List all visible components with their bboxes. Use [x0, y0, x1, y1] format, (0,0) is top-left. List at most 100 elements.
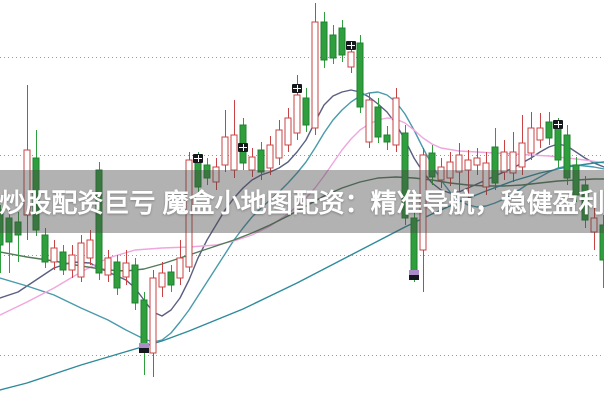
- signal-marker-black: [238, 143, 248, 152]
- candle-down: [572, 157, 580, 202]
- candle-body: [347, 51, 355, 68]
- candle-body: [131, 264, 139, 304]
- candle-up: [500, 140, 508, 180]
- candle-body: [68, 254, 76, 271]
- candle-down: [581, 176, 589, 228]
- candle-body: [0, 209, 4, 246]
- caption-banner-text: 炒股配资巨亏 魔盒小地图配资：精准导航，稳健盈利: [0, 188, 604, 218]
- candle-body: [482, 162, 490, 188]
- candle-up: [230, 100, 238, 178]
- candle-up: [275, 120, 283, 165]
- candle-down: [14, 212, 22, 262]
- candle-up: [104, 250, 112, 282]
- candle-body: [473, 157, 481, 166]
- signal-marker-black: [553, 120, 563, 129]
- signal-marker-black: [346, 41, 356, 50]
- candle-up: [509, 132, 517, 182]
- candle-body: [419, 154, 427, 251]
- candle-down: [563, 125, 571, 185]
- candle-down: [5, 210, 13, 273]
- candle-up: [527, 112, 535, 160]
- candle-down: [338, 20, 346, 62]
- candle-down: [140, 292, 148, 375]
- candle-body: [338, 27, 346, 56]
- candle-body: [77, 242, 85, 278]
- candle-up: [77, 235, 85, 282]
- candle-body: [383, 134, 391, 143]
- candle-body: [590, 217, 598, 233]
- candle-down: [95, 162, 103, 280]
- candle-body: [446, 161, 454, 179]
- candle-body: [365, 99, 373, 143]
- candle-body: [122, 262, 130, 278]
- candle-body: [329, 34, 337, 59]
- ma-long-line: [0, 161, 604, 391]
- candle-body: [491, 146, 499, 184]
- candle-body: [257, 149, 265, 173]
- candle-body: [104, 257, 112, 276]
- signal-markers-layer: [139, 41, 563, 353]
- candle-down: [203, 158, 211, 185]
- candle-up: [158, 262, 166, 297]
- marker-box: [409, 270, 419, 275]
- candle-up: [590, 208, 598, 250]
- candle-body: [356, 42, 364, 108]
- candle-body: [599, 224, 604, 261]
- candle-down: [302, 88, 310, 132]
- candle-body: [23, 149, 31, 216]
- candle-body: [14, 221, 22, 236]
- signal-marker-purple: [409, 270, 419, 280]
- candle-body: [581, 184, 589, 221]
- candle-body: [302, 97, 310, 126]
- candle-body: [167, 271, 175, 286]
- ma-teal-line: [0, 91, 604, 343]
- candle-body: [95, 169, 103, 274]
- candle-up: [23, 85, 31, 240]
- candle-body: [545, 121, 553, 139]
- candle-body: [203, 164, 211, 179]
- candle-up: [149, 270, 157, 377]
- candle-up: [536, 113, 544, 148]
- candle-up: [455, 143, 463, 200]
- candle-body: [527, 127, 535, 154]
- candle-body: [149, 277, 157, 354]
- candle-up: [437, 158, 445, 188]
- candle-down: [491, 128, 499, 190]
- candle-down: [428, 145, 436, 185]
- candle-down: [59, 245, 67, 275]
- candle-up: [221, 110, 229, 172]
- candle-body: [212, 166, 220, 183]
- candle-down: [545, 112, 553, 145]
- candle-body: [293, 94, 301, 134]
- candle-up: [518, 115, 526, 175]
- marker-box: [139, 343, 149, 348]
- signal-marker-black: [292, 84, 302, 93]
- candle-body: [221, 136, 229, 166]
- candle-body: [158, 272, 166, 288]
- candle-body: [455, 154, 463, 173]
- candle-down: [356, 35, 364, 113]
- candle-up: [185, 152, 193, 272]
- candle-body: [392, 97, 400, 146]
- marker-box: [139, 348, 149, 353]
- candle-body: [50, 247, 58, 263]
- candle-up: [473, 148, 481, 175]
- candle-body: [176, 257, 184, 279]
- candle-body: [248, 156, 256, 171]
- candle-down: [329, 25, 337, 64]
- candle-up: [86, 230, 94, 265]
- signal-marker-purple: [139, 343, 149, 353]
- candle-down: [131, 258, 139, 310]
- candle-up: [284, 108, 292, 152]
- candle-up: [68, 245, 76, 278]
- candle-down: [167, 265, 175, 292]
- candle-body: [113, 261, 121, 289]
- candle-body: [275, 129, 283, 159]
- candle-body: [320, 21, 328, 61]
- candles-layer: [0, 3, 604, 377]
- candle-body: [437, 166, 445, 181]
- candle-body: [509, 151, 517, 174]
- candle-body: [563, 134, 571, 179]
- candle-down: [32, 130, 40, 236]
